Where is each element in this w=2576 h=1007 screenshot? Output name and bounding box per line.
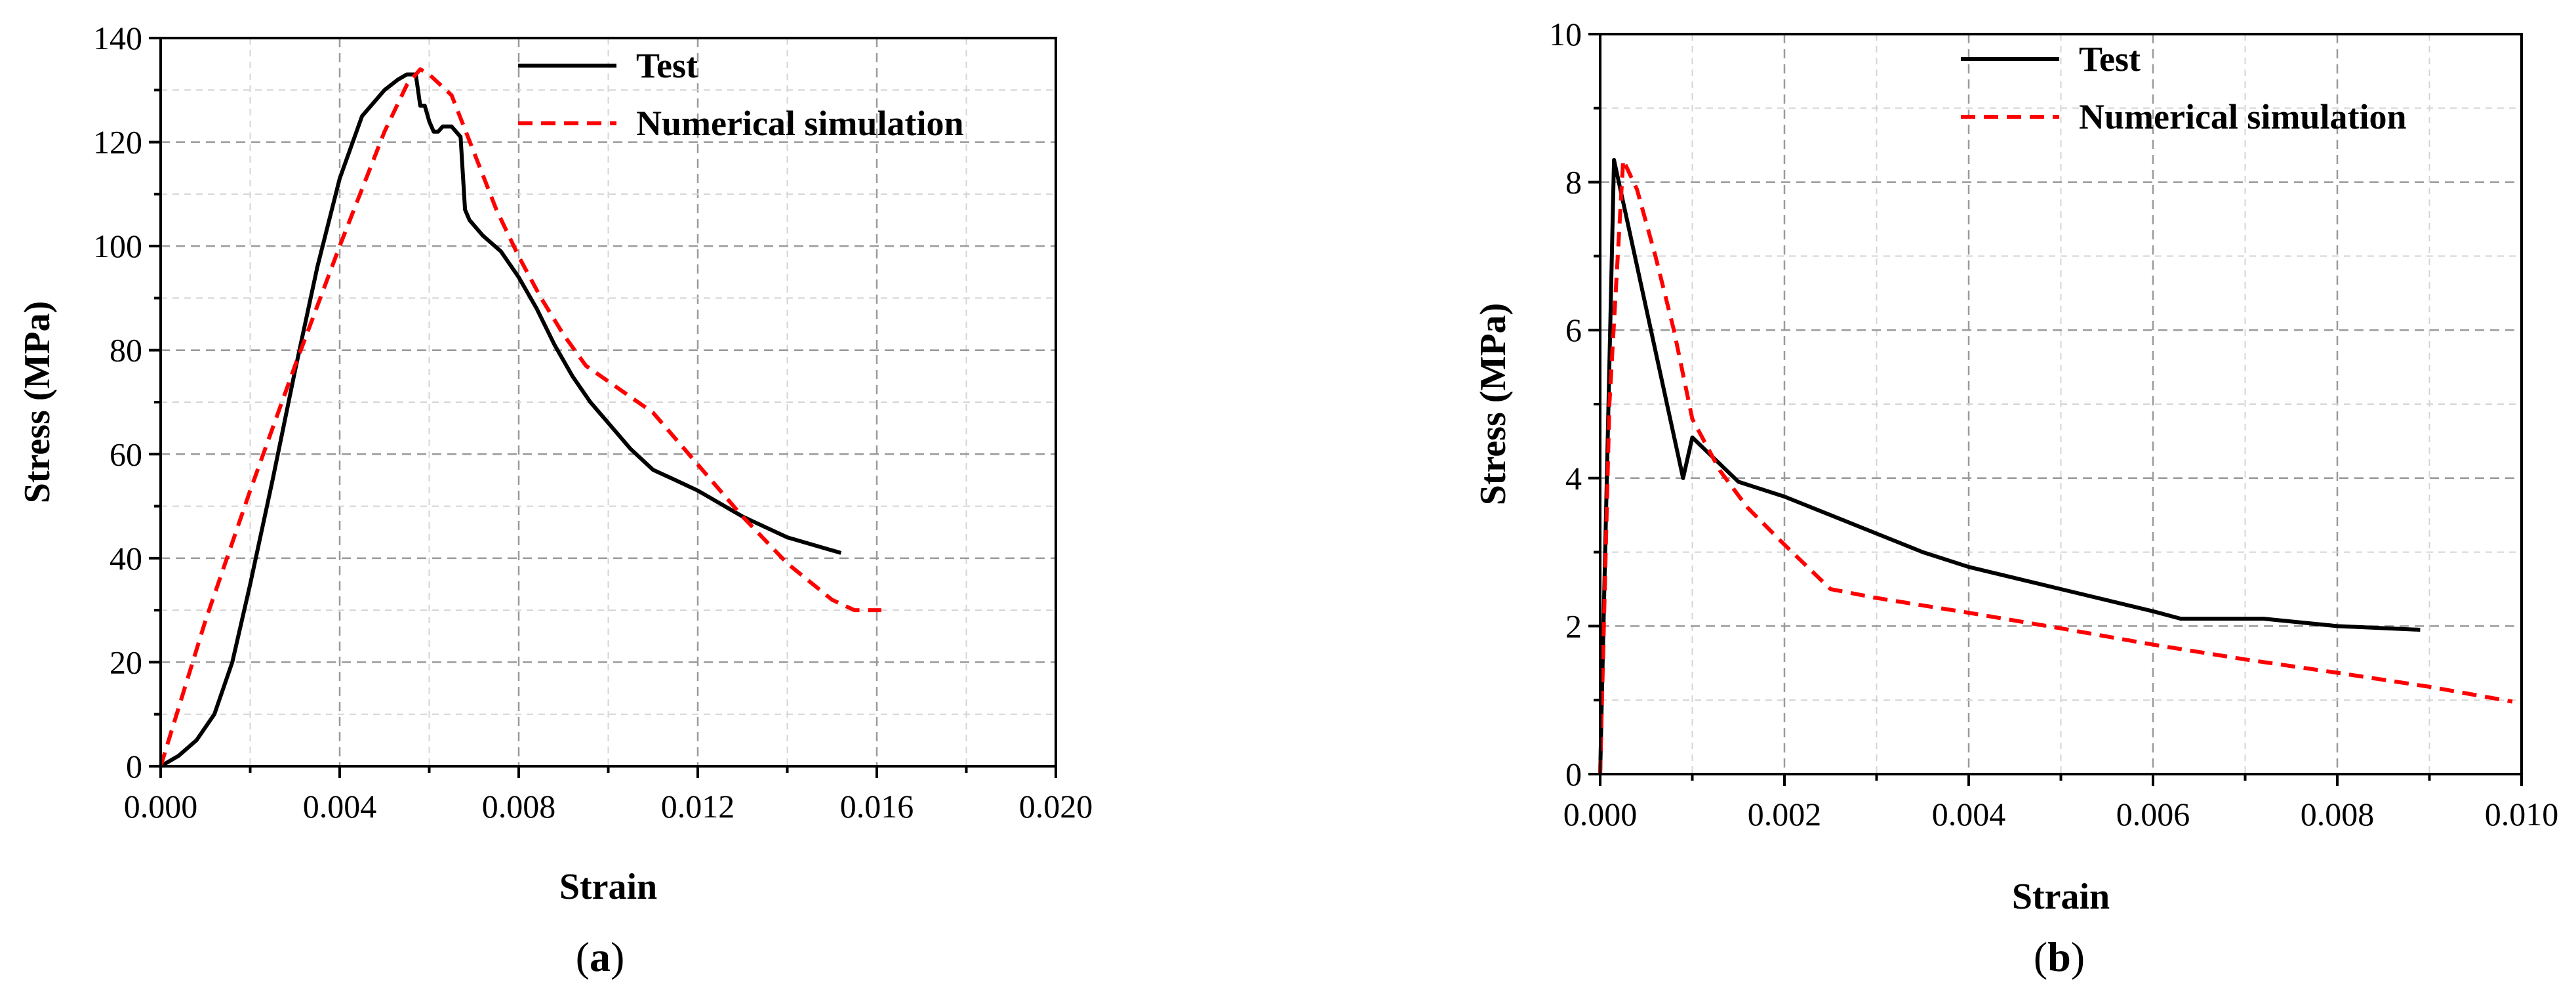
x-tick-label: 0.016 <box>840 788 914 825</box>
legend-simulation-label-a: Numerical simulation <box>636 104 963 143</box>
x-tick-labels-b: 0.000 0.002 0.004 0.006 0.008 0.010 <box>1563 796 2559 832</box>
simulation-line-a <box>159 67 881 767</box>
axis-ticks-a <box>149 37 1057 778</box>
x-tick-label: 0.020 <box>1019 788 1093 825</box>
y-tick-label: 60 <box>110 436 142 472</box>
x-tick-label: 0.008 <box>2301 796 2375 832</box>
legend-test-label-b: Test <box>2079 39 2141 79</box>
gridlines-a <box>161 38 1056 766</box>
y-tick-label: 40 <box>110 540 142 577</box>
x-axis-label-a: Strain <box>559 867 657 907</box>
x-tick-labels-a: 0.000 0.004 0.008 0.012 0.016 0.020 <box>124 788 1093 825</box>
x-tick-label: 0.002 <box>1748 796 1822 832</box>
y-tick-label: 120 <box>93 124 142 161</box>
panel-letter-b: b <box>2047 934 2071 980</box>
legend-simulation-label-b: Numerical simulation <box>2079 97 2406 136</box>
y-tick-label: 140 <box>93 20 142 56</box>
y-tick-label: 10 <box>1549 16 1582 52</box>
y-tick-label: 100 <box>93 228 142 264</box>
legend-a: Test Numerical simulation <box>518 46 963 143</box>
panel-b: 0.000 0.002 0.004 0.006 0.008 0.010 0 2 4 6 8 10 S… <box>1473 16 2558 980</box>
x-tick-label: 0.010 <box>2485 796 2559 832</box>
simulation-line-b <box>1598 157 2513 775</box>
panel-a: 0.000 0.004 0.008 0.012 0.016 0.020 0 20 40 60 80… <box>17 20 1093 980</box>
test-line-b <box>1598 157 2421 775</box>
y-tick-label: 20 <box>110 644 142 680</box>
y-axis-label-a: Stress (MPa) <box>17 301 58 503</box>
x-tick-label: 0.004 <box>303 788 377 825</box>
y-tick-label: 80 <box>110 332 142 369</box>
panel-label-a: (a) <box>576 934 625 980</box>
legend-test-label-a: Test <box>636 46 698 85</box>
panel-letter-a: a <box>590 934 611 980</box>
axis-ticks-b <box>1588 33 2523 786</box>
x-tick-label: 0.012 <box>661 788 735 825</box>
y-tick-labels-b: 0 2 4 6 8 10 <box>1549 16 1582 792</box>
x-tick-label: 0.008 <box>482 788 556 825</box>
x-tick-label: 0.000 <box>1563 796 1638 832</box>
gridlines-b <box>1600 34 2522 774</box>
x-tick-label: 0.004 <box>1932 796 2006 832</box>
test-line-a <box>159 72 842 768</box>
y-tick-label: 6 <box>1565 312 1582 348</box>
y-axis-label-b: Stress (MPa) <box>1473 303 1514 505</box>
legend-b: Test Numerical simulation <box>1961 39 2406 136</box>
y-tick-label: 8 <box>1565 164 1582 201</box>
y-tick-label: 2 <box>1565 607 1582 644</box>
y-tick-labels-a: 0 20 40 60 80 100 120 140 <box>93 20 142 785</box>
x-axis-label-b: Strain <box>2012 876 2110 917</box>
y-tick-label: 0 <box>126 748 142 785</box>
y-tick-label: 4 <box>1565 460 1582 497</box>
y-tick-label: 0 <box>1565 756 1582 792</box>
x-tick-label: 0.006 <box>2116 796 2190 832</box>
x-tick-label: 0.000 <box>124 788 198 825</box>
panel-label-b: (b) <box>2034 934 2085 980</box>
